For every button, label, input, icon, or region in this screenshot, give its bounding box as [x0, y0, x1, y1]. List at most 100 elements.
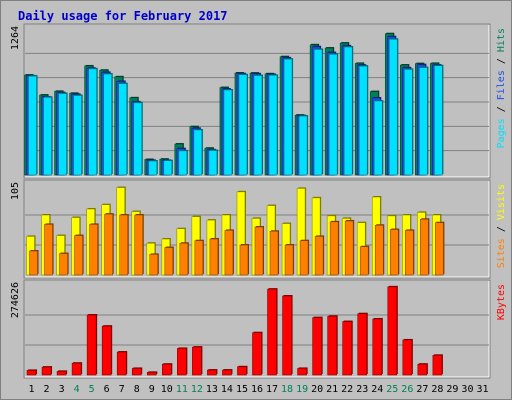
x-tick-label-9: 9	[149, 384, 155, 395]
bar-pages-day-14	[223, 89, 233, 176]
bar-pages-day-23	[358, 65, 368, 176]
bar-sites-day-12	[194, 240, 204, 276]
bar-kbytes-day-14	[222, 369, 232, 376]
bar-pages-day-3	[58, 93, 67, 176]
bar-pages-day-12	[193, 129, 203, 176]
side-legend: KBytes	[496, 284, 507, 320]
bar-pages-day-1	[28, 75, 37, 176]
bar-sites-day-14	[224, 230, 234, 276]
bar-kbytes-day-25	[387, 286, 398, 376]
chart-panels: 1264 Pages / Files / Hits 105 Sites / Visit…	[10, 23, 507, 379]
bar-pages-day-4	[73, 95, 82, 176]
bar-kbytes-day-4	[71, 362, 82, 376]
x-tick-label-27: 27	[416, 384, 428, 395]
bar-pages-day-27	[419, 67, 428, 176]
x-tick-label-23: 23	[356, 384, 368, 395]
bar-kbytes-day-22	[342, 321, 352, 376]
bar-sites-day-7	[119, 214, 129, 276]
x-tick-label-15: 15	[236, 384, 248, 395]
x-tick-label-8: 8	[134, 384, 140, 395]
x-tick-label-5: 5	[89, 384, 95, 395]
chart-title: Daily usage for February 2017	[18, 9, 228, 23]
bar-sites-day-28	[435, 222, 444, 276]
x-tick-label-14: 14	[221, 384, 233, 395]
side-legend-pages: Pages	[496, 118, 507, 148]
bar-sites-day-23	[359, 246, 369, 276]
x-tick-label-1: 1	[29, 384, 35, 395]
side-legend: Sites / Visits	[496, 184, 507, 268]
bar-kbytes-day-21	[327, 316, 337, 376]
bar-kbytes-day-19	[297, 368, 307, 376]
bar-kbytes-day-11	[177, 348, 187, 376]
bar-pages-day-24	[373, 100, 383, 176]
side-legend-kbytes: KBytes	[496, 284, 507, 320]
bar-sites-day-3	[59, 253, 68, 276]
x-tick-label-19: 19	[296, 384, 308, 395]
bar-sites-day-13	[209, 238, 219, 276]
bar-kbytes-day-6	[101, 325, 112, 376]
panel-visits-sites: 105 Sites / Visits	[10, 179, 507, 279]
bar-sites-day-11	[179, 242, 189, 276]
bar-sites-day-6	[104, 213, 113, 276]
bar-pages-day-28	[434, 65, 443, 176]
bar-pages-day-15	[238, 74, 248, 176]
side-legend-files: Files	[496, 70, 507, 100]
bar-kbytes-day-10	[162, 363, 172, 376]
bar-sites-day-26	[405, 230, 414, 276]
x-tick-label-28: 28	[431, 384, 443, 395]
bar-pages-day-26	[404, 69, 413, 176]
x-tick-label-3: 3	[59, 384, 65, 395]
x-tick-label-16: 16	[251, 384, 263, 395]
x-tick-label-24: 24	[371, 384, 383, 395]
x-tick-label-18: 18	[281, 384, 293, 395]
x-tick-label-11: 11	[176, 384, 188, 395]
bar-kbytes-day-20	[312, 317, 322, 376]
x-tick-label-20: 20	[311, 384, 323, 395]
bar-kbytes-day-27	[417, 363, 428, 376]
bar-sites-day-18	[284, 244, 294, 276]
side-legend-hits: Hits	[496, 28, 507, 52]
bar-kbytes-day-3	[56, 371, 67, 376]
bar-kbytes-day-24	[372, 318, 383, 376]
bar-pages-day-19	[298, 115, 308, 176]
bar-pages-day-25	[388, 38, 398, 176]
x-tick-label-4: 4	[74, 384, 80, 395]
bar-pages-day-18	[283, 58, 293, 176]
side-legend-visits: Visits	[496, 184, 507, 220]
bar-pages-day-9	[148, 160, 158, 176]
bar-sites-day-24	[374, 224, 384, 276]
x-tick-label-2: 2	[44, 384, 50, 395]
x-tick-label-17: 17	[266, 384, 278, 395]
bar-pages-day-16	[253, 75, 263, 176]
side-legend-separator: /	[496, 100, 507, 118]
y-max-label: 1264	[10, 26, 21, 50]
bar-kbytes-day-16	[252, 332, 262, 376]
bar-pages-day-20	[313, 49, 323, 176]
x-tick-label-30: 30	[461, 384, 473, 395]
bar-sites-day-19	[299, 240, 309, 276]
bar-sites-day-10	[164, 247, 174, 276]
bar-kbytes-day-9	[146, 372, 157, 376]
bar-pages-day-6	[103, 73, 112, 176]
x-tick-label-21: 21	[326, 384, 338, 395]
bar-pages-day-17	[268, 75, 278, 176]
bar-kbytes-day-2	[41, 366, 52, 376]
bar-kbytes-day-26	[402, 339, 413, 376]
bar-kbytes-day-17	[267, 288, 277, 376]
bar-kbytes-day-15	[237, 366, 247, 376]
bar-kbytes-day-13	[207, 369, 217, 376]
bar-pages-day-11	[178, 150, 188, 176]
bar-sites-day-9	[149, 254, 159, 276]
x-tick-label-7: 7	[119, 384, 125, 395]
side-legend-separator: /	[496, 52, 507, 70]
x-tick-label-22: 22	[341, 384, 353, 395]
x-tick-label-25: 25	[386, 384, 398, 395]
side-legend-sites: Sites	[496, 238, 507, 268]
bar-sites-day-1	[29, 250, 38, 276]
bar-sites-day-16	[254, 226, 264, 276]
y-max-label: 274626	[10, 282, 21, 318]
x-tick-label-26: 26	[401, 384, 413, 395]
side-legend: Pages / Files / Hits	[496, 28, 507, 148]
bar-pages-day-13	[208, 150, 218, 176]
